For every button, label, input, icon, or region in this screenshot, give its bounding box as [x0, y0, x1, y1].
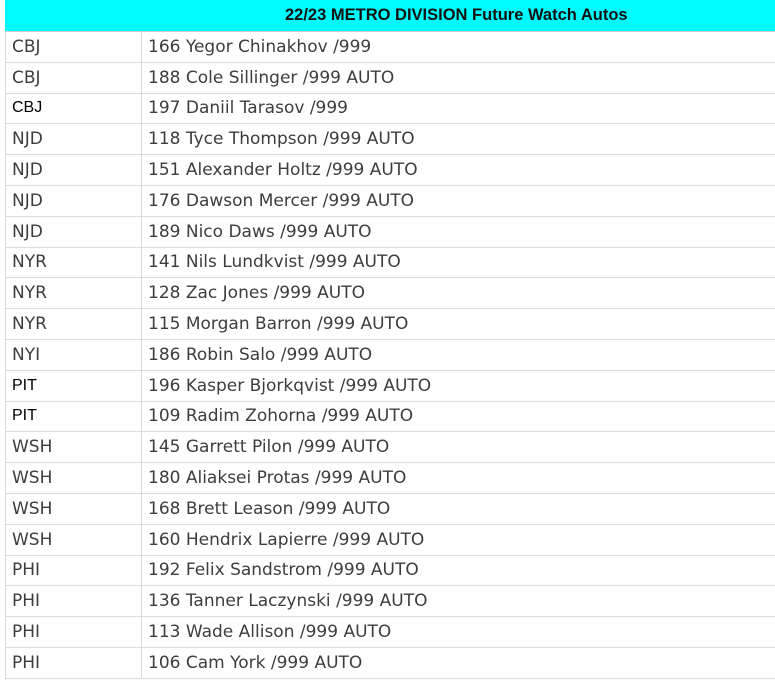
table-row: WSH 180 Aliaksei Protas /999 AUTO — [5, 463, 775, 494]
team-cell[interactable]: WSH — [5, 463, 142, 493]
table-row: CBJ 166 Yegor Chinakhov /999 — [5, 32, 775, 63]
rows-container: CBJ 166 Yegor Chinakhov /999 CBJ 188 Cole S… — [5, 32, 775, 679]
team-cell[interactable]: CBJ — [5, 93, 142, 124]
table-row: PHI 192 Felix Sandstrom /999 AUTO — [5, 555, 775, 587]
card-cell[interactable]: 115 Morgan Barron /999 AUTO — [148, 314, 409, 335]
team-cell[interactable]: PIT — [5, 401, 142, 432]
team-cell[interactable]: NYR — [5, 309, 142, 339]
card-cell[interactable]: 160 Hendrix Lapierre /999 AUTO — [148, 529, 425, 550]
card-cell[interactable]: 188 Cole Sillinger /999 AUTO — [148, 67, 395, 88]
table-row: CBJ 188 Cole Sillinger /999 AUTO — [5, 62, 775, 94]
card-cell[interactable]: 197 Daniil Tarasov /999 — [148, 98, 348, 119]
header-cell[interactable]: 22/23 METRO DIVISION Future Watch Autos — [5, 0, 775, 32]
table-row: NJD 151 Alexander Holtz /999 AUTO — [5, 155, 775, 186]
team-cell[interactable]: CBJ — [5, 62, 142, 93]
card-cell[interactable]: 118 Tyce Thompson /999 AUTO — [148, 129, 415, 150]
card-cell[interactable]: 189 Nico Daws /999 AUTO — [148, 221, 372, 242]
sheet-left-border — [5, 0, 6, 680]
card-cell[interactable]: 168 Brett Leason /999 AUTO — [148, 498, 391, 519]
team-cell[interactable]: PHI — [5, 555, 142, 586]
team-cell[interactable]: PHI — [5, 586, 142, 617]
table-row: NYR 115 Morgan Barron /999 AUTO — [5, 309, 775, 340]
team-cell[interactable]: WSH — [5, 524, 142, 555]
card-cell[interactable]: 166 Yegor Chinakhov /999 — [148, 36, 372, 57]
spreadsheet: 22/23 METRO DIVISION Future Watch Autos … — [5, 0, 775, 679]
card-cell[interactable]: 180 Aliaksei Protas /999 AUTO — [148, 468, 407, 489]
table-row: NJD 176 Dawson Mercer /999 AUTO — [5, 185, 775, 217]
team-cell[interactable]: PHI — [5, 647, 142, 678]
table-row: NYR 141 Nils Lundkvist /999 AUTO — [5, 247, 775, 279]
sheet-title: 22/23 METRO DIVISION Future Watch Autos — [285, 6, 628, 24]
table-row: NYR 128 Zac Jones /999 AUTO — [5, 278, 775, 310]
team-cell[interactable]: PHI — [5, 617, 142, 647]
card-cell[interactable]: 192 Felix Sandstrom /999 AUTO — [148, 560, 419, 581]
card-cell[interactable]: 136 Tanner Laczynski /999 AUTO — [148, 591, 428, 612]
card-cell[interactable]: 145 Garrett Pilon /999 AUTO — [148, 437, 390, 458]
table-row: WSH 160 Hendrix Lapierre /999 AUTO — [5, 524, 775, 556]
table-row: PHI 136 Tanner Laczynski /999 AUTO — [5, 586, 775, 618]
table-row: PIT 109 Radim Zohorna /999 AUTO — [5, 401, 775, 433]
team-cell[interactable]: NJD — [5, 155, 142, 185]
table-row: PIT 196 Kasper Bjorkqvist /999 AUTO — [5, 370, 775, 402]
card-cell[interactable]: 113 Wade Allison /999 AUTO — [148, 622, 392, 643]
team-cell[interactable]: CBJ — [5, 32, 142, 62]
table-row: NJD 189 Nico Daws /999 AUTO — [5, 216, 775, 248]
card-cell[interactable]: 196 Kasper Bjorkqvist /999 AUTO — [148, 375, 432, 396]
table-row: NJD 118 Tyce Thompson /999 AUTO — [5, 124, 775, 156]
team-cell[interactable]: NYR — [5, 278, 142, 309]
team-cell[interactable]: NYI — [5, 339, 142, 370]
table-row: WSH 168 Brett Leason /999 AUTO — [5, 493, 775, 525]
card-cell[interactable]: 141 Nils Lundkvist /999 AUTO — [148, 252, 401, 273]
team-cell[interactable]: WSH — [5, 493, 142, 524]
card-cell[interactable]: 176 Dawson Mercer /999 AUTO — [148, 190, 415, 211]
table-row: NYI 186 Robin Salo /999 AUTO — [5, 339, 775, 371]
team-cell[interactable]: NJD — [5, 124, 142, 155]
table-row: PHI 106 Cam York /999 AUTO — [5, 647, 775, 679]
team-cell[interactable]: NYR — [5, 247, 142, 278]
team-cell[interactable]: NJD — [5, 216, 142, 247]
card-cell[interactable]: 186 Robin Salo /999 AUTO — [148, 344, 373, 365]
table-row: CBJ 197 Daniil Tarasov /999 — [5, 93, 775, 125]
team-cell[interactable]: NJD — [5, 185, 142, 216]
card-cell[interactable]: 106 Cam York /999 AUTO — [148, 652, 363, 673]
card-cell[interactable]: 151 Alexander Holtz /999 AUTO — [148, 160, 418, 181]
table-row: WSH 145 Garrett Pilon /999 AUTO — [5, 432, 775, 464]
team-cell[interactable]: PIT — [5, 370, 142, 401]
card-cell[interactable]: 128 Zac Jones /999 AUTO — [148, 283, 365, 304]
card-cell[interactable]: 109 Radim Zohorna /999 AUTO — [148, 406, 414, 427]
team-cell[interactable]: WSH — [5, 432, 142, 463]
table-row: PHI 113 Wade Allison /999 AUTO — [5, 617, 775, 648]
